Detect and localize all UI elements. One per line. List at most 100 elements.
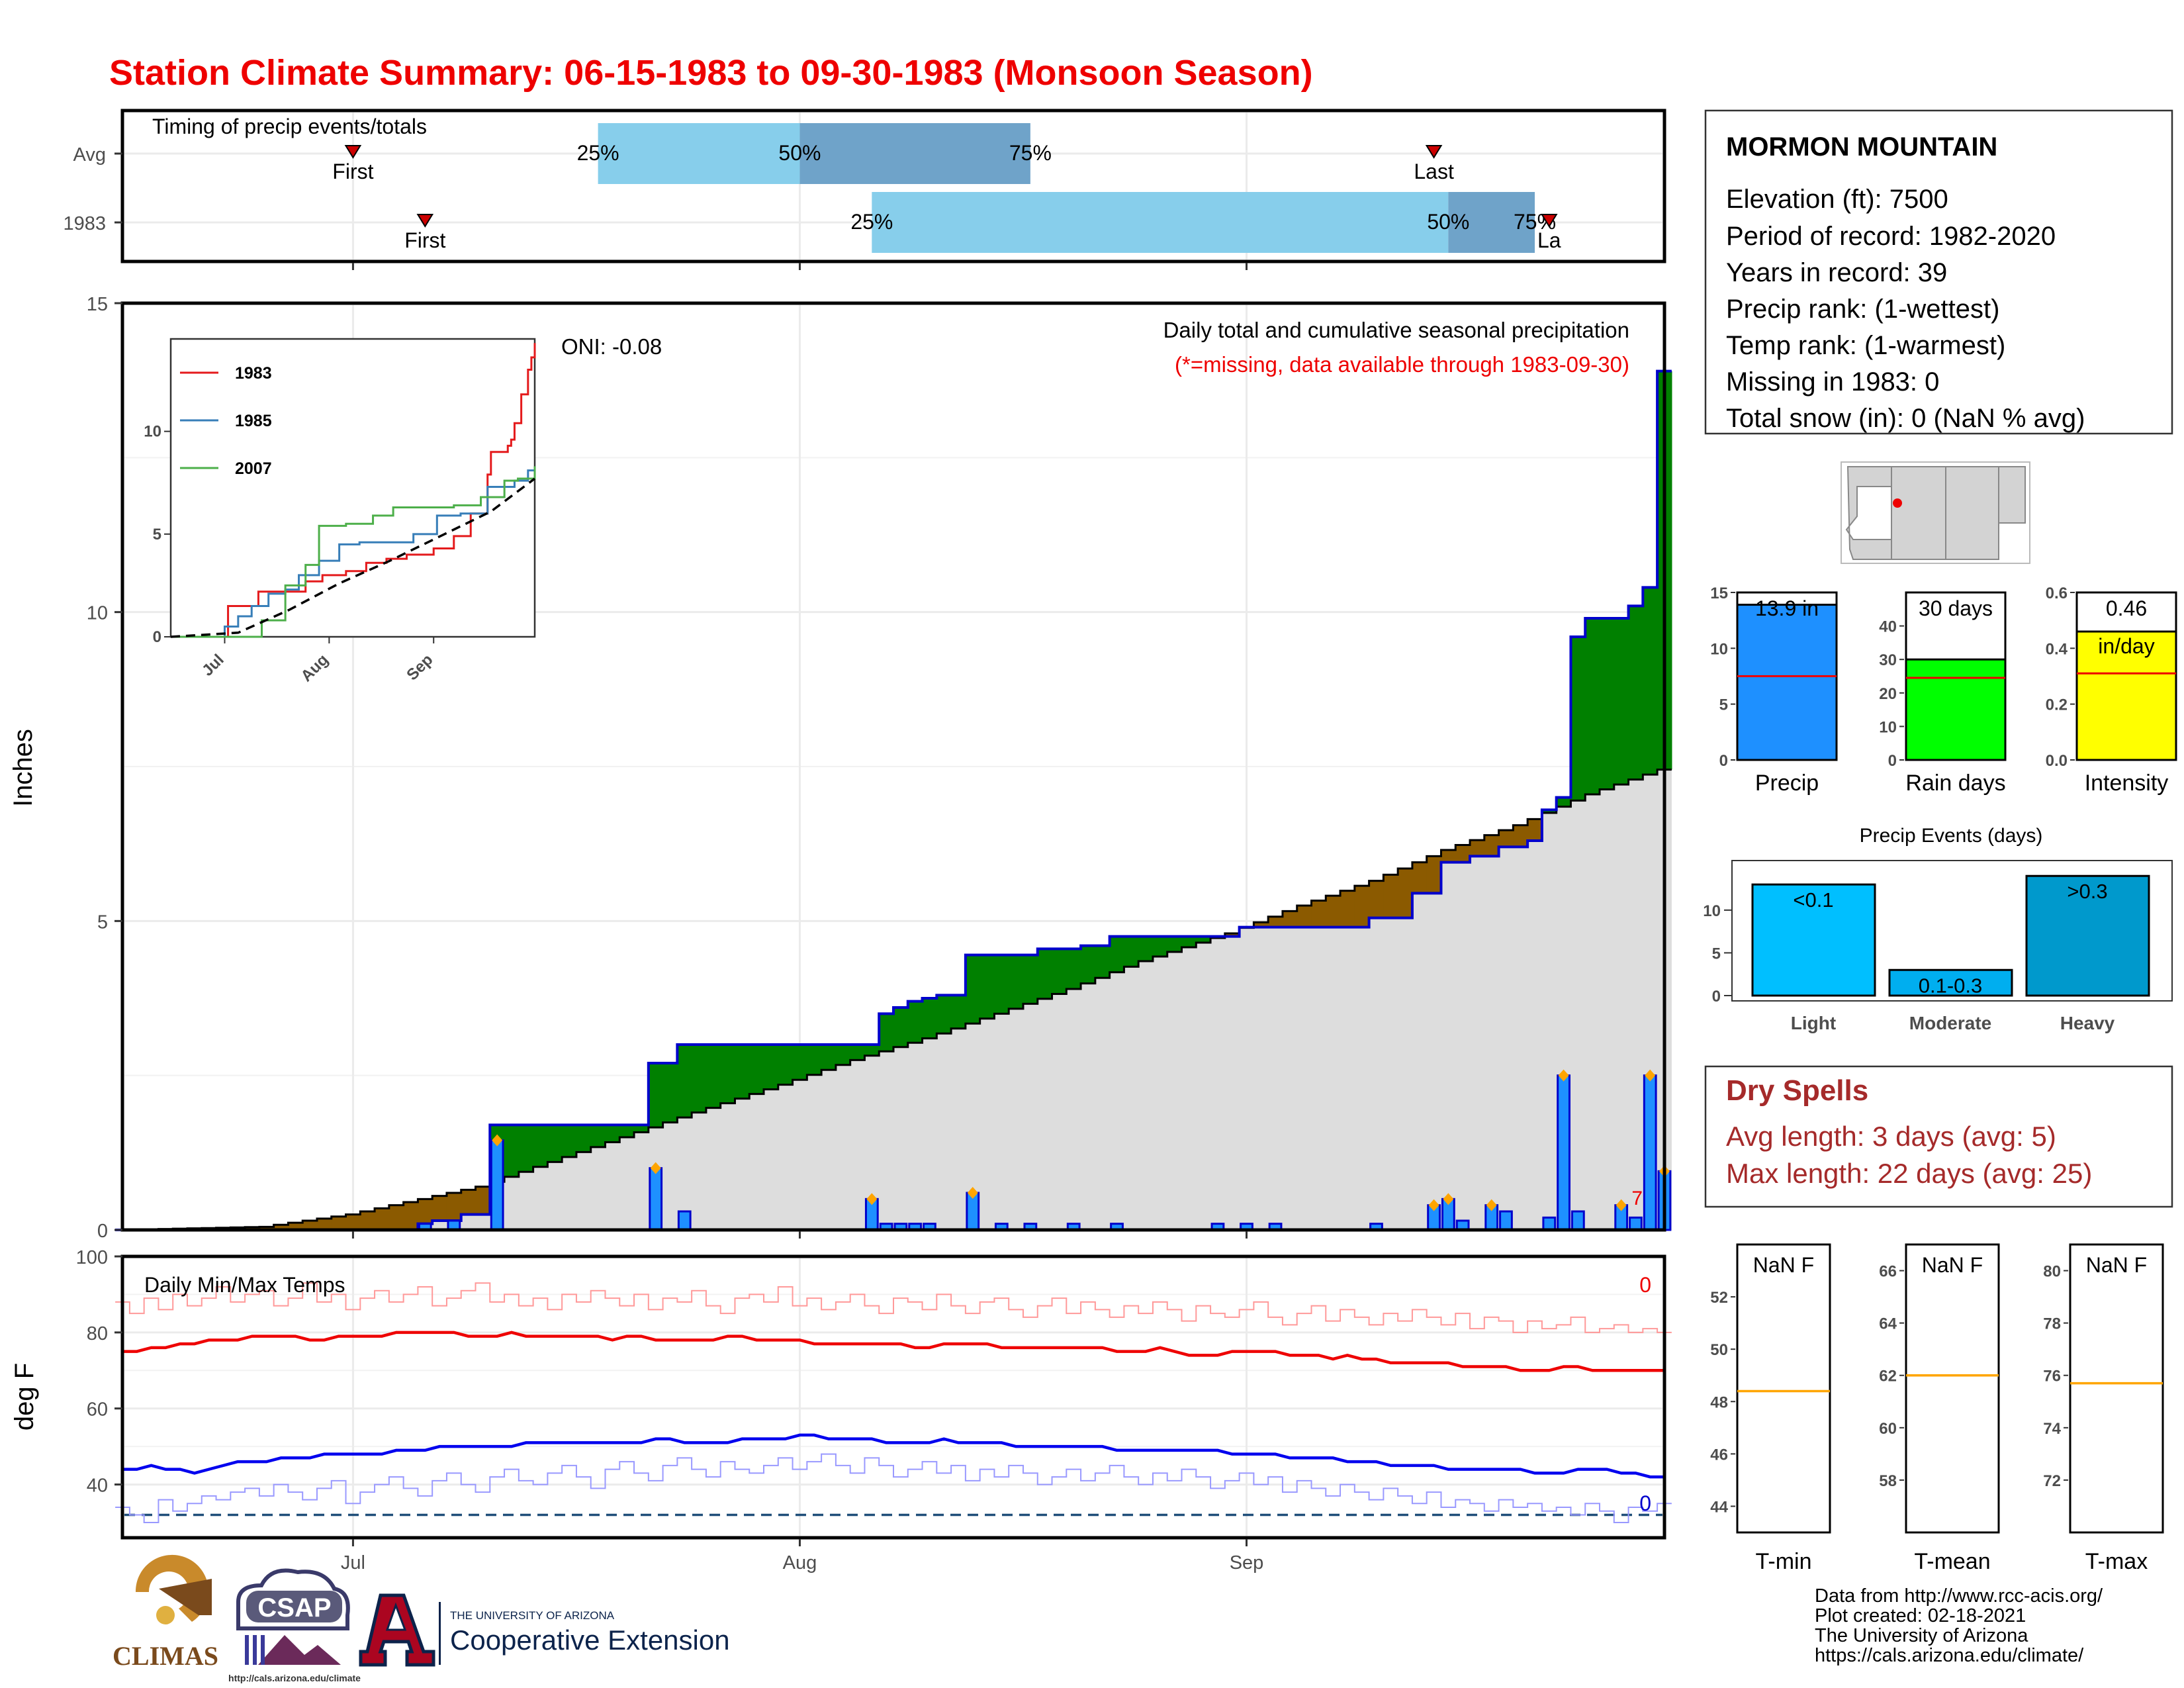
events-y-tick-label: 5: [1712, 945, 1721, 962]
above-average-fill: [547, 1125, 563, 1162]
precip-panel: 0 5 10 15 Inches ONI: -0.08 Daily total and…: [9, 294, 1672, 1242]
timing-bar-q25-q50: [598, 123, 800, 184]
precip-y-tick-label: 5: [97, 912, 108, 933]
state-outline: [1845, 466, 1892, 560]
station-snow: Total snow (in): 0 (NaN % avg): [1726, 404, 2085, 433]
above-average-fill: [705, 1045, 721, 1108]
above-average-fill: [619, 1125, 635, 1137]
heavy-event-marker: [650, 1162, 661, 1174]
below-average-fill: [1340, 890, 1355, 927]
temp-summary-y-tick-label: 60: [1879, 1420, 1897, 1438]
timing-last-marker: [1541, 214, 1558, 228]
station-elevation: Elevation (ft): 7500: [1726, 185, 1948, 214]
station-temp-rank: Temp rank: (1-warmest): [1726, 331, 2005, 360]
above-average-fill: [778, 1045, 794, 1085]
above-average-fill: [1052, 949, 1067, 994]
summary-y-tick-label: 0.0: [2046, 752, 2068, 770]
timing-row-label-avg: Avg: [73, 144, 106, 165]
above-average-fill: [1570, 637, 1586, 801]
above-average-fill: [1585, 618, 1600, 794]
temp-summary-y-tick-label: 78: [2043, 1315, 2061, 1333]
below-average-fill: [1311, 900, 1326, 927]
x-tick-label: Sep: [1230, 1552, 1264, 1573]
temp-summary-y-tick-label: 76: [2043, 1368, 2061, 1385]
timing-label-q50: 50%: [778, 141, 821, 165]
inset-y-tick-label: 5: [153, 526, 161, 543]
heavy-event-marker: [1645, 1069, 1656, 1082]
temp-summary-category: T-mean: [1914, 1549, 1990, 1574]
station-missing: Missing in 1983: 0: [1726, 367, 1939, 397]
above-average-fill: [1541, 810, 1557, 813]
summary-y-tick-label: 0.6: [2046, 585, 2068, 602]
above-average-fill: [576, 1125, 592, 1152]
below-average-fill: [273, 1225, 289, 1230]
above-average-fill: [1009, 955, 1024, 1009]
below-average-fill: [432, 1196, 447, 1221]
above-average-fill: [1037, 949, 1053, 999]
daily-precip-bar: [1499, 1210, 1513, 1231]
above-average-fill: [1081, 945, 1096, 984]
below-average-fill: [1412, 862, 1428, 894]
csap-logo: CSAP http://cals.arizona.edu/climate: [228, 1568, 361, 1683]
heavy-event-marker: [866, 1193, 878, 1205]
inset-y-tick-label: 0: [153, 628, 161, 646]
below-average-fill: [1383, 874, 1398, 918]
temp-missing-max: 0: [1639, 1273, 1651, 1297]
above-average-fill: [735, 1045, 750, 1099]
inset-legend-label: 2007: [235, 459, 272, 478]
above-average-fill: [1152, 936, 1168, 957]
heavy-event-marker: [1443, 1193, 1454, 1205]
station-period: Period of record: 1982-2020: [1726, 222, 2056, 251]
station-location-marker: [1893, 498, 1902, 508]
above-average-fill: [662, 1063, 678, 1123]
summary-bar-value: 30 days: [1919, 596, 1993, 620]
above-average-fill: [605, 1125, 620, 1143]
above-average-fill: [1066, 949, 1081, 989]
temp-summary-frame: [1905, 1243, 2000, 1534]
summary-y-tick-label: 10: [1710, 640, 1728, 658]
above-average-fill: [1023, 955, 1038, 1004]
footer-line-university: The University of Arizona: [1815, 1625, 2028, 1646]
dry-spells-max: Max length: 22 days (avg: 25): [1726, 1158, 2092, 1189]
events-bar-light: [1751, 883, 1876, 997]
below-average-fill: [1354, 886, 1370, 927]
below-average-fill: [446, 1193, 462, 1221]
inset-average-line: [170, 477, 536, 638]
ua-logo: THE UNIVERSITY OF ARIZONA Cooperative Ex…: [359, 1593, 730, 1667]
above-average-fill: [677, 1045, 692, 1118]
arizona-outline: [1891, 466, 1946, 560]
ua-logo-small-text: THE UNIVERSITY OF ARIZONA: [450, 1609, 615, 1622]
above-average-fill: [850, 1045, 866, 1060]
summary-y-tick-label: 0.4: [2046, 640, 2068, 658]
above-average-fill: [893, 1008, 909, 1047]
above-average-fill: [562, 1125, 577, 1157]
above-average-fill: [1614, 618, 1629, 785]
below-average-fill: [288, 1223, 303, 1230]
summary-bars: 0 5 10 15 13.9 in Precip 0 10 20 30 40 30 days Rain …: [1710, 585, 2177, 796]
above-average-fill: [1124, 936, 1139, 967]
below-average-fill: [1297, 906, 1312, 927]
daily-precip-bar: [1643, 1074, 1657, 1231]
missing-note: (*=missing, data available through 1983-…: [1175, 352, 1629, 377]
temp-summary-y-tick-label: 52: [1710, 1289, 1728, 1307]
temp-line-daily-max: [115, 1282, 1672, 1333]
station-years: Years in record: 39: [1726, 258, 1947, 287]
below-average-fill: [1527, 819, 1543, 841]
temp-summary-value: NaN F: [2086, 1253, 2147, 1277]
above-average-fill: [994, 955, 1009, 1014]
timing-row-label-year: 1983: [63, 213, 106, 234]
above-average-fill: [720, 1045, 736, 1103]
temp-summary-value: NaN F: [1922, 1253, 1983, 1277]
timing-bar-q50-q75: [1448, 192, 1535, 253]
summary-y-tick-label: 0: [1719, 752, 1728, 770]
timing-last-label: Last: [1414, 160, 1454, 183]
daily-precip-bar: [1542, 1216, 1557, 1231]
above-average-fill: [1556, 797, 1572, 807]
dry-spells-box: Dry Spells Avg length: 3 days (avg: 5) M…: [1704, 1065, 2173, 1208]
below-average-fill: [1455, 845, 1471, 863]
timing-first-marker: [416, 214, 434, 228]
temp-summary-y-tick-label: 74: [2043, 1420, 2061, 1438]
heavy-event-marker: [492, 1134, 503, 1147]
timing-first-label: First: [332, 160, 373, 183]
timing-bar-q25-q50: [872, 192, 1449, 253]
